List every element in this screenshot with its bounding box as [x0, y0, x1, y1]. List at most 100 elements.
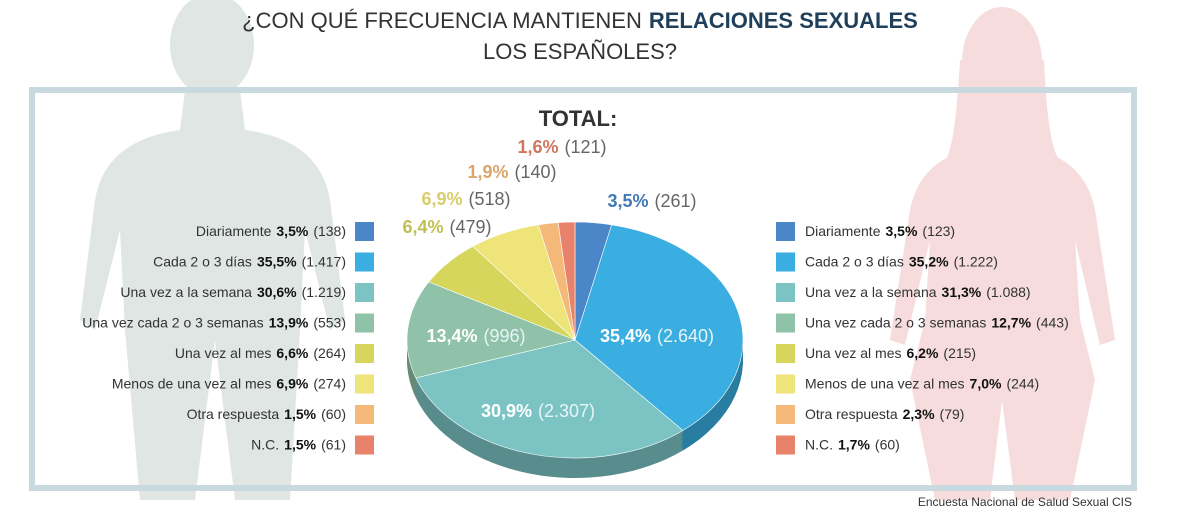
pie-count: (261): [655, 191, 697, 211]
legend-label: Una vez a la semana: [805, 284, 937, 300]
pie-percent: 3,5%: [607, 191, 648, 211]
legend-label: Diariamente: [196, 223, 272, 239]
legend-percent: 3,5%: [276, 223, 308, 239]
legend-entry: Diariamente 3,5% (123): [805, 223, 955, 239]
legend-swatch: [355, 435, 374, 455]
legend-swatch: [355, 313, 374, 333]
legend-percent: 1,5%: [284, 436, 316, 452]
legend-swatch: [355, 405, 374, 424]
pie-percent: 13,4%: [426, 326, 477, 346]
legend-label: Diariamente: [805, 223, 881, 239]
legend-swatch: [776, 374, 795, 394]
pie-label: 1,9% (140): [467, 162, 556, 182]
pie-count: (518): [469, 189, 511, 209]
pie-title: TOTAL:: [539, 106, 618, 131]
legend-count: (1.222): [954, 253, 998, 269]
pie-count: (121): [565, 137, 607, 157]
title: ¿CON QUÉ FRECUENCIA MANTIENEN RELACIONES …: [242, 8, 918, 33]
legend-swatch: [776, 283, 795, 302]
legend-count: (61): [321, 436, 346, 452]
pie-label: 13,4% (996): [426, 326, 525, 346]
pie-slice: [557, 221, 576, 341]
pie-label: 3,5% (261): [607, 191, 696, 211]
legend-label: N.C.: [251, 436, 279, 452]
pie-label: 30,9% (2.307): [481, 401, 595, 421]
legend-entry: N.C. 1,5% (61): [251, 436, 346, 452]
source: Encuesta Nacional de Salud Sexual CIS: [918, 495, 1132, 509]
legend-entry: Cada 2 o 3 días 35,2% (1.222): [805, 253, 998, 269]
legend-count: (553): [313, 314, 346, 330]
frame: [29, 87, 1137, 491]
legend-count: (215): [943, 345, 976, 361]
pie-percent: 1,9%: [467, 162, 508, 182]
pie-count: (140): [515, 162, 557, 182]
legend-swatch: [776, 313, 795, 333]
legend-label: Cada 2 o 3 días: [153, 253, 252, 269]
legend-swatch: [355, 252, 374, 272]
legend-entry: Menos de una vez al mes 7,0% (244): [805, 375, 1039, 391]
legend-count: (1.219): [302, 284, 346, 300]
pie-label: 35,4% (2.640): [600, 326, 714, 346]
pie-percent: 6,9%: [421, 189, 462, 209]
legend-count: (244): [1006, 375, 1039, 391]
legend-label: Menos de una vez al mes: [805, 375, 965, 391]
legend-swatch: [355, 344, 374, 363]
legend-count: (60): [321, 406, 346, 422]
legend-label: Una vez al mes: [175, 345, 271, 361]
legend-label: Una vez cada 2 o 3 semanas: [805, 314, 986, 330]
legend-entry: Una vez al mes 6,6% (264): [175, 345, 346, 361]
title-part: ¿CON QUÉ FRECUENCIA MANTIENEN: [242, 8, 642, 33]
legend-label: Otra respuesta: [805, 406, 898, 422]
legend-entry: Una vez cada 2 o 3 semanas 13,9% (553): [82, 314, 346, 330]
legend-label: Otra respuesta: [187, 406, 280, 422]
legend-count: (443): [1036, 314, 1069, 330]
legend-swatch: [776, 435, 795, 455]
legend-count: (264): [313, 345, 346, 361]
legend-percent: 3,5%: [885, 223, 917, 239]
legend-percent: 1,5%: [284, 406, 316, 422]
legend-entry: Diariamente 3,5% (138): [196, 223, 346, 239]
legend-count: (1.088): [986, 284, 1030, 300]
legend-entry: Una vez al mes 6,2% (215): [805, 345, 976, 361]
legend-entry: N.C. 1,7% (60): [805, 436, 900, 452]
legend-percent: 6,6%: [276, 345, 308, 361]
title-line2: LOS ESPAÑOLES?: [483, 39, 677, 64]
legend-percent: 6,9%: [276, 375, 308, 391]
legend-label: N.C.: [805, 436, 833, 452]
pie-percent: 35,4%: [600, 326, 651, 346]
legend-entry: Una vez a la semana 30,6% (1.219): [120, 284, 346, 300]
legend-entry: Otra respuesta 2,3% (79): [805, 406, 964, 422]
legend-swatch: [776, 405, 795, 424]
legend-count: (1.417): [302, 253, 346, 269]
pie-slice: [574, 224, 744, 431]
legend-label: Una vez cada 2 o 3 semanas: [82, 314, 263, 330]
legend-count: (60): [875, 436, 900, 452]
legend-label: Menos de una vez al mes: [112, 375, 272, 391]
legend-percent: 12,7%: [991, 314, 1031, 330]
pie-count: (2.307): [538, 401, 595, 421]
pie-count: (2.640): [657, 326, 714, 346]
pie: 3,5% (261) 35,4% (2.640) 30,9% (2.307) 13,4% (9…: [402, 137, 744, 478]
legend-percent: 1,7%: [838, 436, 870, 452]
pie-percent: 30,9%: [481, 401, 532, 421]
legend-entry: Otra respuesta 1,5% (60): [187, 406, 346, 422]
legend-percent: 2,3%: [903, 406, 935, 422]
legend-percent: 35,2%: [909, 253, 949, 269]
legend-entry: Cada 2 o 3 días 35,5% (1.417): [153, 253, 346, 269]
legend-swatch: [355, 283, 374, 302]
pie-label: 1,6% (121): [517, 137, 606, 157]
legend-swatch: [776, 222, 795, 241]
legend-percent: 13,9%: [269, 314, 309, 330]
legend-label: Una vez a la semana: [120, 284, 252, 300]
pie-percent: 6,4%: [402, 217, 443, 237]
legend-percent: 35,5%: [257, 253, 297, 269]
legend-label: Cada 2 o 3 días: [805, 253, 904, 269]
legends: Diariamente 3,5% (138) Cada 2 o 3 días 35,5%…: [82, 222, 1069, 455]
legend-entry: Una vez cada 2 o 3 semanas 12,7% (443): [805, 314, 1069, 330]
pie-percent: 1,6%: [517, 137, 558, 157]
legend-entry: Menos de una vez al mes 6,9% (274): [112, 375, 346, 391]
legend-swatch: [355, 374, 374, 394]
pie-count: (479): [450, 217, 492, 237]
legend-label: Una vez al mes: [805, 345, 901, 361]
title-bold: RELACIONES SEXUALES: [649, 8, 918, 33]
